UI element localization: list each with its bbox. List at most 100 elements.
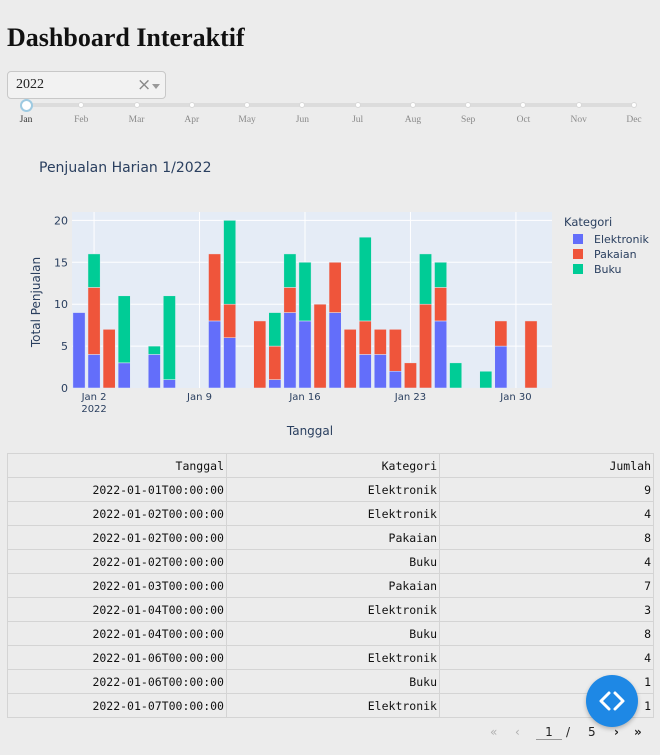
table-cell[interactable]: 2022-01-06T00:00:00: [7, 669, 227, 694]
slider-dot[interactable]: [631, 102, 637, 108]
month-slider[interactable]: Jan Feb Mar Apr May Jun Jul Aug Sep Oct Nov Dec: [0, 96, 660, 130]
slider-dot[interactable]: [244, 102, 251, 108]
slider-mark-oct[interactable]: Oct: [516, 115, 531, 125]
table-cell[interactable]: Pakaian: [226, 525, 440, 550]
table-cell[interactable]: 2022-01-01T00:00:00: [7, 477, 227, 502]
debug-menu-button[interactable]: [586, 675, 638, 727]
slider-dot[interactable]: [354, 102, 361, 108]
slider-mark-jul[interactable]: Jul: [352, 115, 364, 125]
slider-mark-sep[interactable]: Sep: [461, 115, 476, 125]
chevron-down-icon[interactable]: [152, 84, 160, 89]
slider-rail[interactable]: [26, 103, 634, 107]
slider-dot[interactable]: [575, 102, 582, 108]
table-cell[interactable]: 2022-01-02T00:00:00: [7, 549, 227, 574]
table-row: 2022-01-02T00:00:00 Pakaian 8: [7, 525, 654, 550]
bar-elektronik-day-1: [72, 312, 86, 389]
bar-buku-day-28: [479, 370, 493, 389]
table-cell[interactable]: 2022-01-02T00:00:00: [7, 525, 227, 550]
sales-table: Tanggal Kategori Jumlah 2022-01-01T00:00:0…: [7, 453, 654, 718]
bar-elektronik-day-29: [494, 345, 508, 389]
slider-mark-may[interactable]: May: [238, 115, 256, 125]
bar-pakaian-day-14: [268, 345, 282, 380]
x-tick-label: Jan 2: [81, 392, 107, 403]
table-row: 2022-01-02T00:00:00 Elektronik 4: [7, 501, 654, 526]
bar-elektronik-day-22: [389, 370, 402, 389]
table-header-row: Tanggal Kategori Jumlah: [7, 453, 654, 478]
table-cell[interactable]: 2022-01-03T00:00:00: [7, 573, 227, 598]
table-cell[interactable]: 4: [439, 549, 654, 574]
x-tick-label: Jan 23: [394, 392, 426, 403]
table-cell[interactable]: 2022-01-06T00:00:00: [7, 645, 227, 670]
legend-swatch-pakaian: [573, 249, 583, 259]
bar-elektronik-day-20: [358, 354, 372, 389]
legend-title: Kategori: [564, 215, 612, 229]
prev-page-button[interactable]: ‹: [515, 725, 520, 739]
table-cell[interactable]: 2022-01-07T00:00:00: [7, 693, 227, 718]
table-cell[interactable]: Buku: [226, 669, 440, 694]
bar-elektronik-day-21: [373, 354, 387, 389]
table-row: 2022-01-04T00:00:00 Buku 8: [7, 621, 654, 646]
slider-dot[interactable]: [188, 102, 195, 108]
table-cell[interactable]: 2022-01-04T00:00:00: [7, 597, 227, 622]
x-tick-label: Jan 16: [288, 392, 320, 403]
slider-mark-jun[interactable]: Jun: [295, 115, 309, 125]
plot-area: [72, 212, 552, 388]
column-header-jumlah[interactable]: Jumlah: [439, 453, 654, 478]
slider-dot[interactable]: [409, 102, 416, 108]
slider-mark-dec[interactable]: Dec: [626, 115, 642, 125]
slider-dot[interactable]: [299, 102, 306, 108]
first-page-button[interactable]: «: [490, 725, 498, 739]
table-cell[interactable]: 8: [439, 621, 654, 646]
table-cell[interactable]: 3: [439, 597, 654, 622]
table-cell[interactable]: Elektronik: [226, 693, 440, 718]
table-cell[interactable]: Elektronik: [226, 477, 440, 502]
column-header-kategori[interactable]: Kategori: [226, 453, 440, 478]
slider-dot[interactable]: [78, 102, 85, 108]
legend-swatch-elektronik: [573, 234, 583, 244]
bar-pakaian-day-11: [223, 303, 237, 338]
column-header-tanggal[interactable]: Tanggal: [7, 453, 227, 478]
table-cell[interactable]: 4: [439, 501, 654, 526]
table-row: 2022-01-07T00:00:00 Elektronik 1: [7, 693, 654, 718]
table-cell[interactable]: Elektronik: [226, 501, 440, 526]
next-page-button[interactable]: ›: [614, 725, 619, 739]
bar-buku-day-24: [419, 253, 432, 305]
table-cell[interactable]: 2022-01-04T00:00:00: [7, 621, 227, 646]
slider-dot[interactable]: [133, 102, 140, 108]
bar-pakaian-day-29: [494, 320, 508, 347]
table-cell[interactable]: 7: [439, 573, 654, 598]
slider-dot[interactable]: [520, 102, 527, 108]
bar-elektronik-day-6: [147, 354, 161, 389]
bar-elektronik-day-16: [298, 320, 312, 389]
table-row: 2022-01-06T00:00:00 Buku 1: [7, 669, 654, 694]
table-cell[interactable]: Buku: [226, 549, 440, 574]
table-cell[interactable]: Pakaian: [226, 573, 440, 598]
table-cell[interactable]: 4: [439, 645, 654, 670]
bar-elektronik-day-25: [434, 320, 447, 389]
bar-elektronik-day-2: [87, 354, 101, 389]
x-tick-label: Jan 30: [499, 392, 531, 403]
slider-mark-feb[interactable]: Feb: [74, 115, 89, 125]
table-cell[interactable]: Elektronik: [226, 597, 440, 622]
slider-mark-apr[interactable]: Apr: [184, 115, 200, 125]
bar-elektronik-day-15: [283, 312, 297, 389]
table-cell[interactable]: Elektronik: [226, 645, 440, 670]
current-page-input[interactable]: 1: [536, 725, 562, 740]
clear-icon[interactable]: ×: [137, 75, 152, 95]
table-cell[interactable]: 8: [439, 525, 654, 550]
table-cell[interactable]: Buku: [226, 621, 440, 646]
table-cell[interactable]: 9: [439, 477, 654, 502]
slider-dot[interactable]: [465, 102, 472, 108]
slider-mark-nov[interactable]: Nov: [570, 115, 587, 125]
slider-mark-aug[interactable]: Aug: [404, 115, 422, 125]
year-dropdown[interactable]: 2022 ×: [7, 71, 166, 99]
legend-swatch-buku: [573, 264, 583, 274]
bar-pakaian-day-24: [419, 303, 432, 389]
table-cell[interactable]: 2022-01-02T00:00:00: [7, 501, 227, 526]
slider-handle[interactable]: [20, 99, 33, 112]
slider-mark-mar[interactable]: Mar: [128, 115, 145, 125]
y-tick-label: 10: [54, 298, 68, 311]
y-tick-label: 15: [54, 256, 68, 269]
last-page-button[interactable]: »: [634, 725, 642, 739]
slider-mark-jan[interactable]: Jan: [19, 115, 33, 125]
